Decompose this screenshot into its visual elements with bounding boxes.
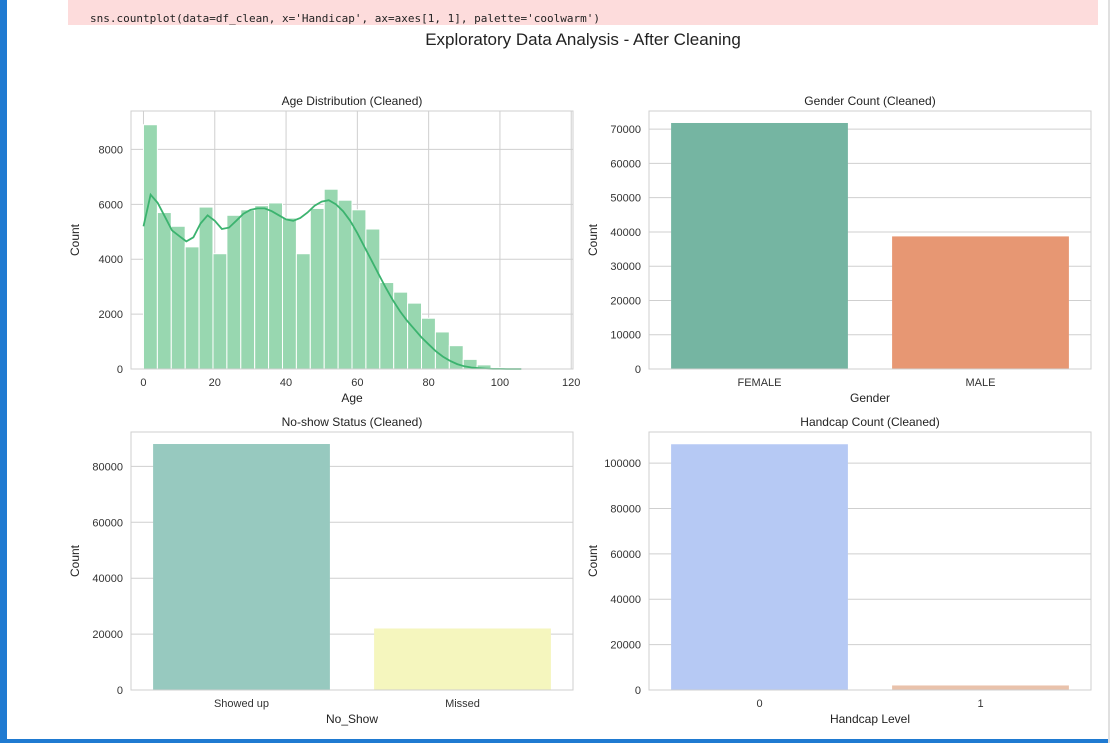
age-ytick-label: 4000 [99, 254, 123, 266]
stderr-code-line: sns.countplot(data=df_clean, x='Handicap… [90, 12, 600, 25]
noshow-title: No-show Status (Cleaned) [282, 415, 423, 429]
handcap-ytick-label: 0 [635, 685, 641, 697]
age-hist-bar [240, 209, 256, 370]
age-hist-bar [184, 246, 200, 370]
age-xtick-label: 40 [280, 377, 292, 389]
age-hist-bar [309, 207, 325, 370]
gender-ytick-label: 10000 [610, 330, 641, 342]
age-hist-bar [254, 205, 270, 370]
noshow-status-axes: 0 20000 40000 60000 80000 Showed up Missed No-s… [68, 415, 574, 726]
gender-title: Gender Count (Cleaned) [804, 94, 935, 108]
age-hist-bar [198, 206, 214, 370]
age-axes-frame [130, 110, 574, 370]
cell-right-border [1108, 0, 1110, 743]
age-hist-bar [226, 214, 242, 370]
age-hist-bar [281, 217, 297, 370]
age-xtick-label: 100 [491, 377, 509, 389]
gender-count-axes: 0 10000 20000 30000 40000 50000 60000 70000 FEMA… [586, 94, 1092, 405]
gender-ytick-label: 30000 [610, 261, 641, 273]
figure-suptitle: Exploratory Data Analysis - After Cleani… [425, 30, 741, 49]
age-title: Age Distribution (Cleaned) [282, 94, 423, 108]
age-kde-line [142, 192, 522, 370]
age-xtick-label: 120 [562, 377, 580, 389]
age-xlabel: Age [341, 391, 363, 405]
handcap-title: Handcap Count (Cleaned) [800, 415, 939, 429]
gender-ytick-label: 0 [635, 364, 641, 376]
handcap-ytick-label: 20000 [610, 640, 641, 652]
age-distribution-axes: 0 20 40 60 80 100 120 0 2000 4000 6000 8000 Age Dist… [68, 94, 580, 405]
gender-xtick-label: FEMALE [737, 377, 781, 389]
handcap-bar-1 [892, 685, 1069, 690]
stderr-output: sns.countplot(data=df_clean, x='Handicap… [68, 0, 1098, 25]
gender-ylabel: Count [586, 223, 600, 256]
noshow-bar-showed-up [153, 444, 330, 690]
age-hist-bar [351, 209, 367, 370]
noshow-axes-frame [130, 431, 574, 691]
age-xtick-label: 60 [351, 377, 363, 389]
age-ylabel: Count [68, 223, 82, 256]
handcap-xlabel: Handcap Level [830, 712, 910, 726]
gender-ytick-label: 50000 [610, 193, 641, 205]
gender-ytick-label: 70000 [610, 124, 641, 136]
gender-bar-female [671, 122, 848, 369]
age-ytick-label: 6000 [99, 199, 123, 211]
noshow-ytick-label: 40000 [92, 573, 123, 585]
gender-ytick-label: 20000 [610, 295, 641, 307]
handcap-ytick-label: 60000 [610, 549, 641, 561]
noshow-xtick-label: Showed up [214, 698, 269, 710]
age-hist-bar [142, 124, 158, 370]
noshow-ylabel: Count [68, 544, 82, 577]
age-hist-bar [212, 253, 228, 370]
handcap-bar-0 [671, 444, 848, 690]
age-xtick-label: 20 [209, 377, 221, 389]
age-ytick-label: 8000 [99, 144, 123, 156]
handcap-ytick-label: 100000 [604, 458, 641, 470]
noshow-ytick-label: 60000 [92, 517, 123, 529]
gender-ytick-label: 60000 [610, 158, 641, 170]
age-xtick-label: 80 [423, 377, 435, 389]
age-hist-bar [434, 331, 450, 370]
age-hist-bar [379, 282, 395, 370]
gender-ytick-label: 40000 [610, 227, 641, 239]
age-hist-bar [268, 202, 283, 370]
gender-xtick-label: MALE [966, 377, 996, 389]
gender-bar-male [892, 236, 1069, 369]
noshow-ytick-label: 80000 [92, 461, 123, 473]
handcap-ytick-label: 40000 [610, 594, 641, 606]
handcap-xtick-label: 1 [977, 698, 983, 710]
age-hist-bar [365, 228, 381, 370]
age-ytick-label: 0 [117, 364, 123, 376]
handcap-xtick-label: 0 [756, 698, 762, 710]
age-xtick-label: 0 [140, 377, 146, 389]
gender-xlabel: Gender [850, 391, 890, 405]
age-hist-bar [156, 212, 172, 370]
age-hist-bar [295, 253, 311, 370]
noshow-ytick-label: 0 [117, 685, 123, 697]
handcap-count-axes: 0 20000 40000 60000 80000 100000 0 1 Handcap Cou… [586, 415, 1092, 726]
cell-bottom-bar [7, 739, 1108, 743]
noshow-bar-missed [374, 628, 551, 690]
handcap-ytick-label: 80000 [610, 503, 641, 515]
age-hist-bar [337, 199, 353, 370]
age-hist-bar [323, 188, 339, 370]
noshow-xlabel: No_Show [326, 712, 378, 726]
handcap-ylabel: Count [586, 544, 600, 577]
cell-accent-bar [0, 0, 7, 743]
noshow-xtick-label: Missed [445, 698, 480, 710]
handcap-axes-frame [648, 431, 1092, 691]
age-hist-bar [170, 225, 186, 370]
gender-axes-frame [648, 110, 1092, 370]
age-ytick-label: 2000 [99, 309, 123, 321]
noshow-ytick-label: 20000 [92, 629, 123, 641]
